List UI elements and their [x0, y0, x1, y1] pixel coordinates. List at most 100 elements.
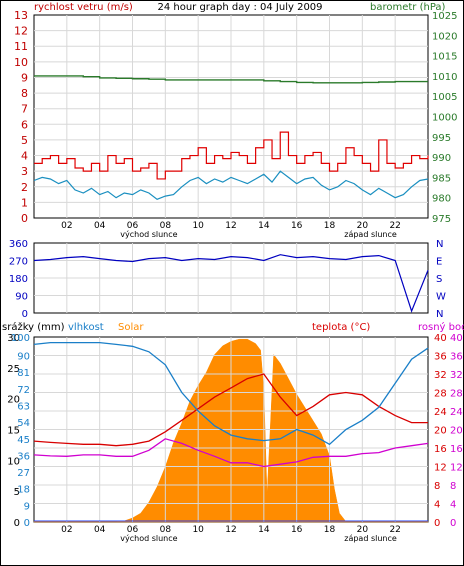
rain-tick-label: 20 [7, 395, 20, 406]
right-tick-label: 985 [432, 173, 451, 184]
left-tick-label: 1 [21, 196, 28, 209]
temperature-tick-label: 12 [434, 463, 447, 474]
right-tick-label: 1010 [432, 72, 457, 83]
humidity-tick-label: 18 [17, 485, 30, 496]
x-tick-label: 18 [324, 525, 336, 535]
dewpoint-tick-label: 12 [450, 463, 463, 474]
temperature-tick-label: 8 [434, 481, 440, 492]
temperature-axis-title: teplota (°C) [312, 322, 370, 333]
humidity-axis-title: vlhkost [68, 322, 104, 333]
direction-tick-label: 0 [22, 309, 28, 320]
right-tick-label: 1020 [432, 31, 457, 42]
temperature-tick-label: 24 [434, 407, 447, 418]
temperature-tick-label: 36 [434, 352, 447, 363]
humidity-tick-label: 27 [17, 468, 30, 479]
x-tick-label: 08 [160, 525, 172, 535]
dewpoint-tick-label: 16 [450, 444, 463, 455]
chart-title: 24 hour graph day : 04 July 2009 [157, 2, 322, 13]
x-tick-label: 20 [357, 525, 369, 535]
x-tick-label: 12 [225, 221, 236, 231]
dewpoint-tick-label: 8 [450, 481, 456, 492]
humidity-tick-label: 63 [17, 401, 30, 412]
temperature-tick-label: 40 [434, 333, 447, 344]
right-tick-label: 1000 [432, 113, 457, 124]
right-tick-label: 1015 [432, 52, 457, 63]
dewpoint-tick-label: 32 [450, 370, 463, 381]
sunset-label: západ slunce [344, 230, 397, 239]
wind-average-line [33, 170, 429, 200]
solar-axis-title: Solar [118, 322, 144, 333]
humidity-tick-label: 54 [17, 418, 30, 429]
wind-pressure-panel: 0123456789101112139759809859909951000100… [14, 9, 457, 239]
x-tick-label: 08 [160, 221, 172, 231]
temperature-line [33, 373, 428, 447]
compass-label: N [436, 239, 443, 250]
temperature-tick-label: 0 [434, 518, 440, 529]
left-tick-label: 2 [21, 181, 28, 194]
rain-tick-label: 10 [7, 456, 20, 467]
humidity-line [33, 341, 429, 446]
left-tick-label: 11 [14, 40, 28, 53]
x-tick-label: 22 [389, 221, 400, 231]
x-tick-label: 14 [258, 221, 270, 231]
right-axis-title-pressure: barometr (hPa) [370, 2, 446, 13]
temperature-tick-label: 4 [434, 500, 440, 511]
temperature-tick-label: 16 [434, 444, 447, 455]
humidity-tick-label: 9 [24, 501, 30, 512]
right-tick-label: 980 [432, 194, 451, 205]
dewpoint-line [33, 438, 429, 468]
left-tick-label: 3 [21, 165, 28, 178]
left-tick-label: 8 [21, 87, 28, 100]
sunrise-label: východ slunce [120, 534, 177, 543]
left-tick-label: 13 [14, 9, 28, 22]
right-tick-label: 990 [432, 153, 451, 164]
right-tick-label: 975 [432, 214, 451, 225]
rain-tick-label: 0 [14, 518, 20, 529]
right-tick-label: 1025 [432, 11, 457, 22]
sunrise-label: východ slunce [120, 230, 177, 239]
left-tick-label: 0 [21, 212, 28, 225]
humidity-tick-label: 81 [17, 368, 30, 379]
left-tick-label: 4 [21, 150, 28, 163]
humidity-tick-label: 0 [24, 518, 30, 529]
humidity-tick-label: 100 [11, 333, 30, 344]
rain-axis-title: srážky (mm) [2, 321, 65, 333]
x-tick-label: 16 [291, 221, 303, 231]
x-tick-label: 04 [94, 525, 106, 535]
left-axis-title-wind: rychlost vetru (m/s) [34, 2, 133, 13]
x-tick-label: 10 [192, 525, 204, 535]
left-tick-label: 12 [14, 25, 28, 38]
dewpoint-tick-label: 0 [450, 518, 456, 529]
pressure-line [34, 75, 428, 84]
x-tick-label: 20 [357, 221, 369, 231]
dewpoint-tick-label: 4 [450, 500, 456, 511]
compass-label: E [436, 257, 442, 268]
left-tick-label: 7 [21, 103, 28, 116]
direction-tick-label: 180 [9, 274, 28, 285]
dewpoint-tick-label: 40 [450, 333, 463, 344]
humidity-tick-label: 45 [17, 435, 30, 446]
compass-label: S [436, 274, 442, 285]
rain-tick-label: 15 [7, 426, 20, 437]
right-tick-label: 995 [432, 133, 451, 144]
humidity-tick-label: 72 [17, 385, 30, 396]
left-tick-label: 9 [21, 71, 28, 84]
dewpoint-tick-label: 24 [450, 407, 463, 418]
x-tick-label: 14 [258, 525, 270, 535]
x-tick-label: 06 [127, 525, 139, 535]
humidity-tick-label: 36 [17, 451, 30, 462]
right-tick-label: 1005 [432, 92, 457, 103]
rain-tick-label: 5 [14, 487, 20, 498]
x-tick-label: 02 [61, 525, 72, 535]
rain-humidity-solar-temp-panel: 0510152025300918273645546372819010004812… [7, 333, 462, 543]
compass-label: N [436, 309, 443, 320]
x-tick-label: 16 [291, 525, 303, 535]
x-tick-label: 18 [324, 221, 336, 231]
x-tick-label: 12 [225, 525, 236, 535]
compass-label: W [436, 292, 446, 303]
temperature-tick-label: 28 [434, 389, 447, 400]
rain-tick-label: 30 [7, 333, 20, 344]
sunset-label: západ slunce [344, 534, 397, 543]
